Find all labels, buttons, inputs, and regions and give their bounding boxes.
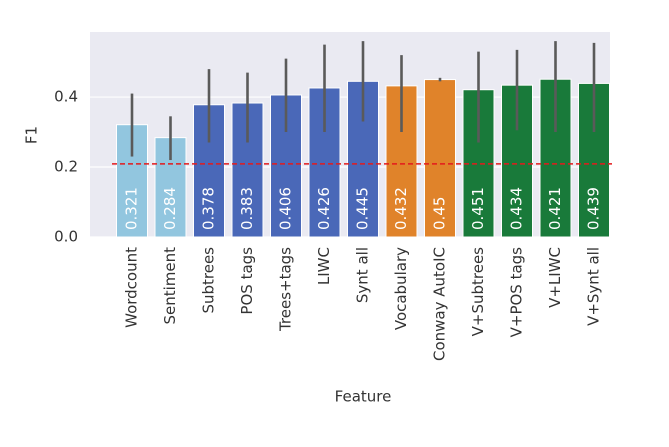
bar-label: 0.439: [585, 187, 603, 230]
x-tick-label: Trees+tags: [277, 247, 295, 332]
bar-label: 0.426: [315, 187, 333, 230]
y-tick-label: 0.4: [54, 88, 78, 106]
bar-label: 0.445: [354, 187, 372, 230]
y-axis-label: F1: [23, 126, 41, 144]
x-tick-label: LIWC: [315, 247, 333, 285]
bar-label: 0.45: [431, 197, 449, 230]
x-tick-label: Wordcount: [123, 247, 141, 328]
x-axis-label: Feature: [335, 388, 392, 406]
bar-label: 0.432: [392, 187, 410, 230]
y-tick-label: 0.2: [54, 158, 78, 176]
bar-label: 0.406: [277, 187, 295, 230]
x-tick-label: V+Synt all: [585, 247, 603, 326]
x-tick-label: POS tags: [238, 247, 256, 315]
y-tick-label: 0.0: [54, 228, 78, 246]
bar: [424, 79, 456, 238]
bar-label: 0.378: [200, 187, 218, 230]
bar-label: 0.321: [123, 187, 141, 230]
x-tick-label: V+POS tags: [508, 247, 526, 338]
bar-label: 0.383: [238, 187, 256, 230]
x-tick-label: Synt all: [354, 247, 372, 303]
x-tick-label: V+LIWC: [546, 247, 564, 308]
x-tick-label: Conway AutoIC: [431, 247, 449, 361]
x-tick-label: Sentiment: [161, 247, 179, 325]
bar-label: 0.451: [469, 187, 487, 230]
x-tick-label: Vocabulary: [392, 247, 410, 330]
x-tick-label: V+Subtrees: [469, 247, 487, 337]
bar-label: 0.284: [161, 187, 179, 230]
bar-label: 0.421: [546, 187, 564, 230]
bar-label: 0.434: [508, 187, 526, 230]
x-tick-label: Subtrees: [200, 247, 218, 314]
